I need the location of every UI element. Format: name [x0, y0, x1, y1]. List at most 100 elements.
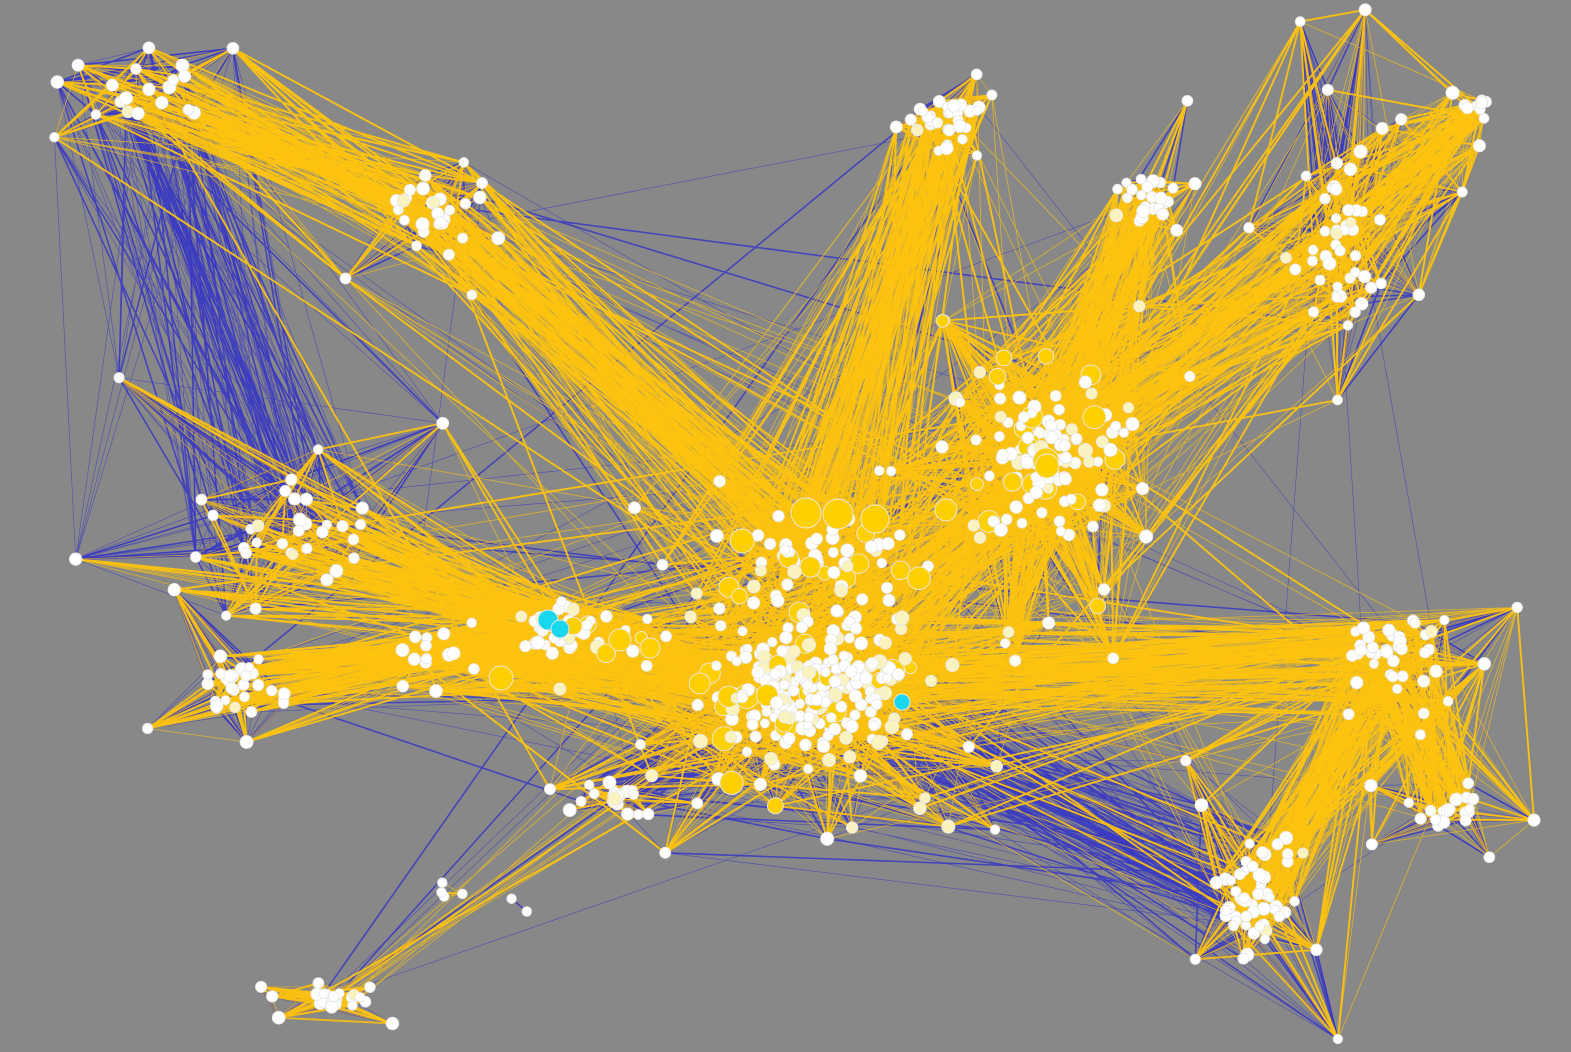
- graph-node[interactable]: [396, 193, 411, 208]
- graph-node[interactable]: [399, 214, 410, 226]
- graph-node[interactable]: [1021, 431, 1035, 445]
- graph-node[interactable]: [336, 520, 349, 533]
- graph-node[interactable]: [801, 679, 813, 691]
- graph-node[interactable]: [189, 551, 202, 563]
- graph-node[interactable]: [885, 466, 897, 477]
- graph-node[interactable]: [113, 372, 125, 384]
- graph-node[interactable]: [1228, 920, 1239, 932]
- node-layer[interactable]: [49, 3, 1541, 1045]
- graph-node[interactable]: [1353, 144, 1368, 159]
- graph-node[interactable]: [1097, 583, 1111, 596]
- graph-node[interactable]: [1237, 952, 1250, 965]
- graph-node[interactable]: [994, 410, 1007, 423]
- graph-node[interactable]: [871, 734, 887, 750]
- graph-node[interactable]: [1000, 513, 1013, 526]
- graph-node[interactable]: [1354, 643, 1368, 657]
- graph-node[interactable]: [967, 519, 980, 532]
- graph-node[interactable]: [741, 746, 753, 757]
- graph-node[interactable]: [1319, 193, 1331, 205]
- graph-node[interactable]: [1349, 306, 1361, 318]
- graph-node[interactable]: [1346, 649, 1359, 662]
- graph-node[interactable]: [355, 992, 366, 1003]
- graph-node[interactable]: [781, 578, 794, 591]
- gold-hub-4[interactable]: [729, 528, 755, 554]
- graph-node[interactable]: [457, 232, 469, 244]
- graph-node[interactable]: [324, 1000, 339, 1014]
- graph-node[interactable]: [530, 635, 546, 650]
- graph-node[interactable]: [731, 656, 742, 667]
- graph-node[interactable]: [989, 824, 1001, 835]
- graph-node[interactable]: [1055, 526, 1067, 537]
- graph-node[interactable]: [596, 643, 616, 664]
- graph-node[interactable]: [292, 512, 307, 527]
- graph-node[interactable]: [1374, 213, 1386, 226]
- graph-node[interactable]: [562, 803, 577, 818]
- graph-node[interactable]: [155, 96, 169, 110]
- graph-node[interactable]: [1271, 838, 1284, 851]
- graph-node[interactable]: [320, 573, 334, 587]
- graph-node[interactable]: [339, 272, 352, 285]
- graph-node[interactable]: [458, 157, 470, 168]
- graph-node[interactable]: [245, 706, 258, 718]
- graph-node[interactable]: [759, 718, 770, 729]
- graph-node[interactable]: [898, 652, 912, 666]
- graph-node[interactable]: [878, 636, 892, 650]
- graph-node[interactable]: [1308, 306, 1320, 318]
- graph-node[interactable]: [620, 807, 635, 821]
- graph-node[interactable]: [635, 739, 646, 750]
- graph-node[interactable]: [767, 636, 778, 648]
- graph-node[interactable]: [881, 536, 895, 551]
- graph-node[interactable]: [251, 519, 265, 533]
- graph-node[interactable]: [1238, 892, 1250, 904]
- graph-node[interactable]: [803, 711, 815, 723]
- graph-node[interactable]: [849, 622, 863, 635]
- graph-node[interactable]: [130, 63, 142, 75]
- graph-node[interactable]: [221, 610, 232, 621]
- graph-node[interactable]: [544, 783, 556, 796]
- graph-node[interactable]: [50, 75, 65, 89]
- graph-node[interactable]: [252, 679, 265, 692]
- graph-node[interactable]: [782, 732, 796, 745]
- graph-node[interactable]: [868, 720, 880, 732]
- graph-node[interactable]: [411, 240, 422, 252]
- graph-node[interactable]: [691, 797, 704, 810]
- graph-node[interactable]: [1343, 162, 1358, 176]
- graph-node[interactable]: [844, 632, 855, 644]
- graph-node[interactable]: [892, 668, 905, 681]
- graph-node[interactable]: [1412, 288, 1426, 302]
- graph-node[interactable]: [1009, 654, 1022, 667]
- graph-node[interactable]: [1332, 394, 1343, 406]
- graph-node[interactable]: [848, 689, 863, 703]
- graph-node[interactable]: [167, 74, 179, 86]
- graph-node[interactable]: [1109, 208, 1124, 223]
- cyan-node-3[interactable]: [893, 693, 911, 711]
- graph-node[interactable]: [828, 722, 842, 736]
- graph-node[interactable]: [1107, 652, 1120, 665]
- graph-node[interactable]: [288, 492, 302, 506]
- graph-node[interactable]: [178, 69, 192, 83]
- graph-node[interactable]: [1419, 646, 1431, 659]
- graph-node[interactable]: [1511, 601, 1523, 614]
- graph-node[interactable]: [1184, 370, 1196, 382]
- graph-node[interactable]: [764, 752, 778, 766]
- graph-node[interactable]: [1273, 910, 1286, 923]
- graph-node[interactable]: [142, 41, 156, 55]
- graph-node[interactable]: [466, 617, 477, 629]
- graph-node[interactable]: [1252, 888, 1265, 901]
- graph-node[interactable]: [239, 691, 250, 703]
- graph-node[interactable]: [840, 543, 855, 558]
- graph-node[interactable]: [731, 588, 748, 605]
- graph-node[interactable]: [1417, 674, 1431, 688]
- graph-node[interactable]: [719, 770, 744, 795]
- graph-node[interactable]: [1009, 500, 1023, 514]
- graph-node[interactable]: [1103, 442, 1118, 457]
- graph-node[interactable]: [880, 581, 894, 594]
- graph-node[interactable]: [1462, 777, 1475, 790]
- graph-node[interactable]: [787, 644, 801, 658]
- graph-node[interactable]: [1330, 227, 1343, 240]
- graph-node[interactable]: [894, 529, 906, 541]
- gold-hub-7[interactable]: [934, 498, 958, 522]
- graph-node[interactable]: [1289, 263, 1302, 276]
- graph-node[interactable]: [409, 630, 422, 644]
- graph-node[interactable]: [240, 547, 253, 559]
